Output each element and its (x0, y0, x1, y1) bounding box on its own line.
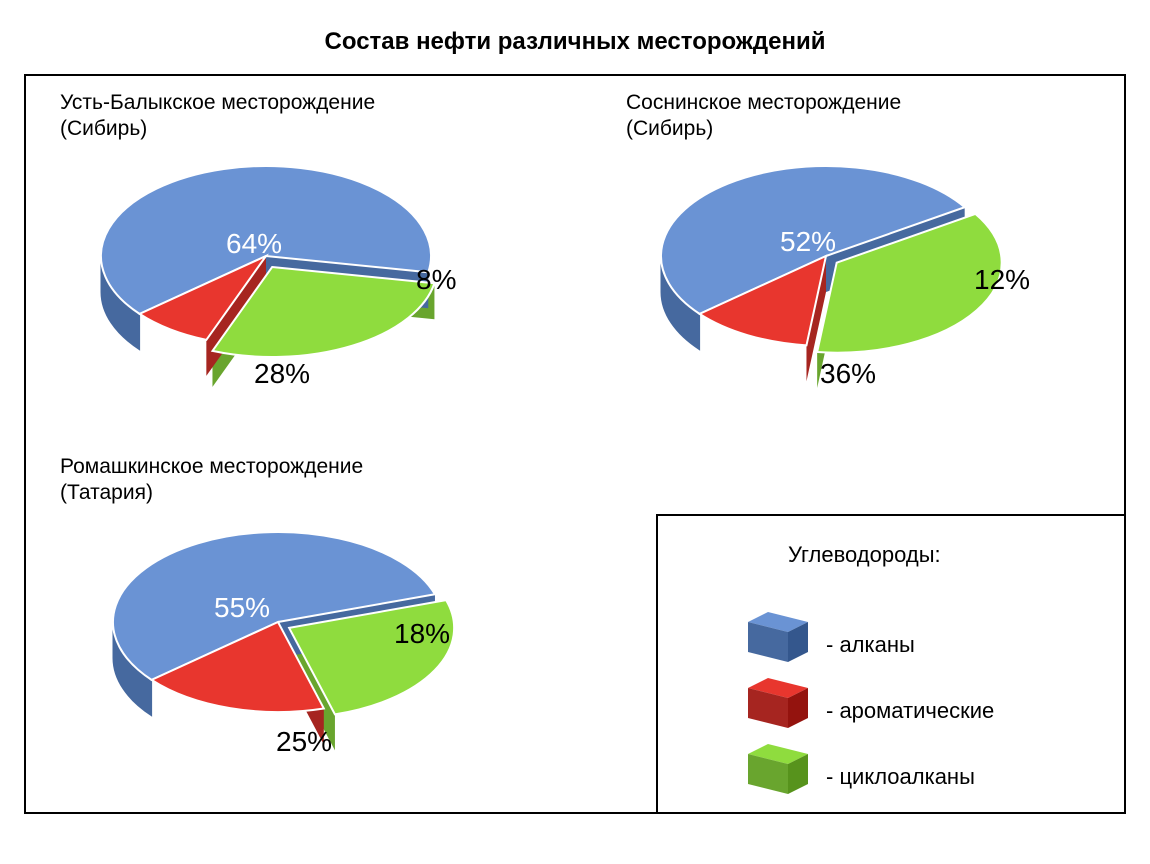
legend-item-aromatic: - ароматические (748, 678, 994, 744)
cube-icon (748, 744, 808, 810)
slice-label: 64% (226, 228, 282, 260)
legend-box: Углеводороды: - алканы - ароматические -… (656, 514, 1126, 814)
page-title: Состав нефти различных месторождений (0, 0, 1150, 74)
legend-label: - алканы (826, 632, 915, 658)
legend-label: - циклоалканы (826, 764, 975, 790)
slice-label: 25% (276, 726, 332, 758)
legend-title: Углеводороды: (788, 542, 941, 568)
slice-label: 52% (780, 226, 836, 258)
chart-board: Углеводороды: - алканы - ароматические -… (24, 74, 1126, 814)
slice-label: 55% (214, 592, 270, 624)
slice-label: 8% (416, 264, 456, 296)
slice-label: 12% (974, 264, 1030, 296)
slice-label: 28% (254, 358, 310, 390)
cube-icon (748, 612, 808, 678)
legend-item-cycloalkanes: - циклоалканы (748, 744, 975, 810)
slice-label: 36% (820, 358, 876, 390)
legend-label: - ароматические (826, 698, 994, 724)
legend-item-alkanes: - алканы (748, 612, 915, 678)
cube-icon (748, 678, 808, 744)
slice-label: 18% (394, 618, 450, 650)
